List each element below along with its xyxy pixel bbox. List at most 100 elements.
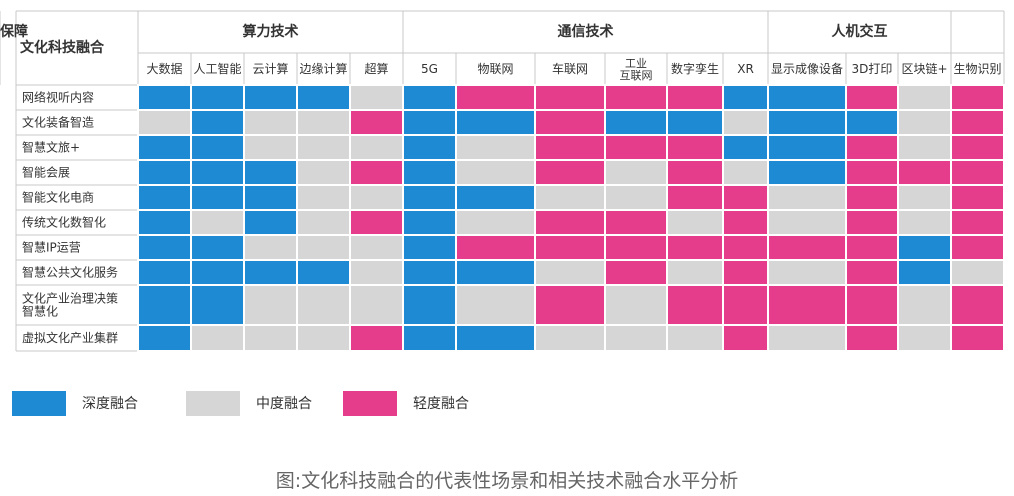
cell-r7-c14	[950, 259, 1005, 286]
cell-r6-c7	[534, 234, 606, 261]
cell-r6-c10	[722, 234, 769, 261]
figure-caption: 图:文化科技融合的代表性场景和相关技术融合水平分析	[275, 470, 739, 492]
row-label-6: 智慧IP运营	[22, 240, 81, 255]
cell-r2-c14	[950, 134, 1005, 161]
cell-r0-c0	[137, 84, 192, 111]
row-label-2: 智慧文旅+	[22, 140, 80, 155]
cell-r8-c9	[666, 284, 724, 326]
cell-r9-c6	[455, 324, 536, 352]
cell-r0-c11	[767, 84, 847, 111]
cell-r4-c7	[534, 184, 606, 211]
group-header-2: 人机交互	[832, 23, 888, 40]
legend-label-deep: 深度融合	[82, 396, 138, 412]
column-header-14: 生物识别	[953, 62, 1001, 76]
cell-r2-c3	[296, 134, 351, 161]
cell-r8-c13	[897, 284, 952, 326]
cell-r7-c4	[349, 259, 404, 286]
cell-r4-c3	[296, 184, 351, 211]
cell-r1-c5	[402, 109, 457, 136]
cell-r4-c6	[455, 184, 536, 211]
cell-r8-c11	[767, 284, 847, 326]
cell-r8-c5	[402, 284, 457, 326]
cell-r7-c9	[666, 259, 724, 286]
cell-r1-c6	[455, 109, 536, 136]
legend-item-light: 轻度融合	[343, 390, 469, 416]
column-header-2: 云计算	[252, 61, 288, 76]
cell-r5-c5	[402, 209, 457, 236]
cell-r5-c11	[767, 209, 847, 236]
chart-legend: 深度融合 中度融合 轻度融合	[0, 390, 1014, 416]
cell-r4-c11	[767, 184, 847, 211]
column-header-4: 超算	[364, 61, 388, 76]
cell-r4-c5	[402, 184, 457, 211]
cell-r7-c13	[897, 259, 952, 286]
column-header-8: 工业互联网	[620, 57, 653, 82]
cell-r1-c7	[534, 109, 606, 136]
cell-r6-c1	[190, 234, 245, 261]
cell-r6-c3	[296, 234, 351, 261]
cell-r2-c13	[897, 134, 952, 161]
cell-r9-c8	[604, 324, 668, 352]
cell-r1-c14	[950, 109, 1005, 136]
cell-r6-c2	[243, 234, 298, 261]
cell-r6-c12	[845, 234, 899, 261]
cell-r5-c1	[190, 209, 245, 236]
cell-r0-c10	[722, 84, 769, 111]
cell-r1-c12	[845, 109, 899, 136]
cell-r3-c11	[767, 159, 847, 186]
cell-r6-c11	[767, 234, 847, 261]
cell-r1-c2	[243, 109, 298, 136]
cell-r4-c12	[845, 184, 899, 211]
cell-r6-c6	[455, 234, 536, 261]
cell-r3-c5	[402, 159, 457, 186]
cell-r5-c3	[296, 209, 351, 236]
row-label-3: 智能会展	[22, 165, 70, 180]
cell-r7-c8	[604, 259, 668, 286]
column-header-6: 物联网	[477, 62, 513, 76]
column-header-9: 数字孪生	[671, 61, 719, 76]
cell-r4-c10	[722, 184, 769, 211]
cell-r9-c0	[137, 324, 192, 352]
group-header-3: 安全保障	[0, 23, 28, 40]
column-header-13: 区块链+	[901, 61, 947, 76]
cell-r0-c4	[349, 84, 404, 111]
cell-r2-c1	[190, 134, 245, 161]
row-label-1: 文化装备智造	[22, 115, 94, 130]
cell-r5-c4	[349, 209, 404, 236]
cell-r1-c4	[349, 109, 404, 136]
cell-r3-c14	[950, 159, 1005, 186]
cell-r5-c14	[950, 209, 1005, 236]
legend-item-medium: 中度融合	[186, 390, 312, 416]
cell-r5-c2	[243, 209, 298, 236]
cell-r1-c0	[137, 109, 192, 136]
cell-r4-c8	[604, 184, 668, 211]
cell-r2-c2	[243, 134, 298, 161]
cell-r3-c2	[243, 159, 298, 186]
cell-r9-c4	[349, 324, 404, 352]
cell-r0-c14	[950, 84, 1005, 111]
cell-r5-c9	[666, 209, 724, 236]
cell-r9-c14	[950, 324, 1005, 352]
cell-r0-c1	[190, 84, 245, 111]
cell-r8-c4	[349, 284, 404, 326]
row-label-8: 文化产业治理决策智慧化	[22, 291, 118, 319]
cell-r5-c7	[534, 209, 606, 236]
column-header-12: 3D打印	[852, 62, 893, 76]
row-label-5: 传统文化数智化	[22, 215, 106, 230]
cell-r3-c13	[897, 159, 952, 186]
cell-r7-c5	[402, 259, 457, 286]
cell-r3-c10	[722, 159, 769, 186]
cell-r8-c6	[455, 284, 536, 326]
cell-r9-c12	[845, 324, 899, 352]
cell-r5-c10	[722, 209, 769, 236]
legend-label-medium: 中度融合	[256, 396, 312, 412]
cell-r4-c13	[897, 184, 952, 211]
cell-r6-c13	[897, 234, 952, 261]
column-header-3: 边缘计算	[299, 61, 347, 76]
cell-r8-c3	[296, 284, 351, 326]
cell-r7-c3	[296, 259, 351, 286]
corner-label: 文化科技融合	[20, 39, 105, 56]
cell-r1-c13	[897, 109, 952, 136]
cell-r2-c8	[604, 134, 668, 161]
cell-r8-c10	[722, 284, 769, 326]
